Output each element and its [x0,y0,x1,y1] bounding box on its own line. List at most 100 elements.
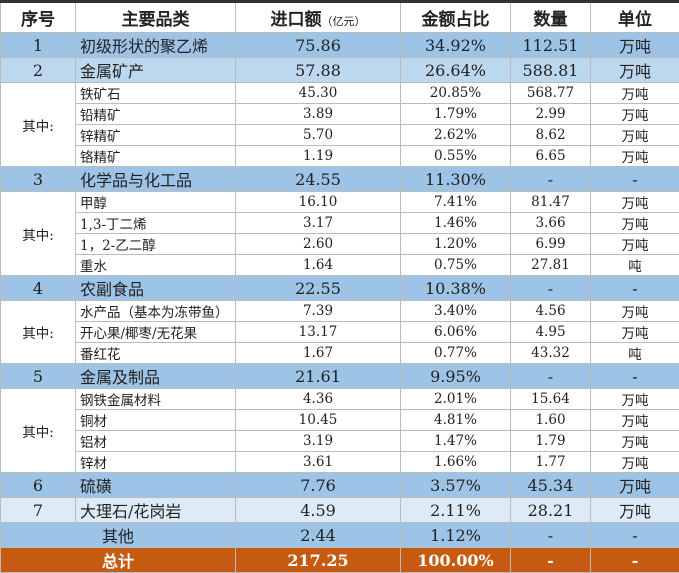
unit: - [591,276,679,301]
import-amount: 75.86 [236,33,401,58]
quantity: - [511,548,591,573]
unit: 万吨 [591,452,679,473]
amount-share: 3.40% [401,301,511,322]
amount-share: 1.47% [401,431,511,452]
unit: 万吨 [591,234,679,255]
header-unit: 单位 [591,2,679,33]
import-amount: 45.30 [236,83,401,104]
item-name: 水产品（基本为冻带鱼） [76,301,236,322]
group-label: 其中: [1,301,76,364]
group-label: 其中: [1,389,76,473]
import-amount: 24.55 [236,167,401,192]
quantity: - [511,276,591,301]
import-amount: 1.19 [236,146,401,167]
unit: 万吨 [591,410,679,431]
header-row: 序号 主要品类 进口额（亿元） 金额占比 数量 单位 [1,2,679,33]
item-name: 锌精矿 [76,125,236,146]
item-name: 番红花 [76,343,236,364]
amount-share: 3.57% [401,473,511,498]
import-amount: 21.61 [236,364,401,389]
quantity: 8.62 [511,125,591,146]
quantity: 6.99 [511,234,591,255]
unit: - [591,523,679,548]
quantity: 15.64 [511,389,591,410]
import-amount: 22.55 [236,276,401,301]
row-number: 5 [1,364,76,389]
group-label: 其中: [1,83,76,167]
import-amount: 217.25 [236,548,401,573]
quantity: 27.81 [511,255,591,276]
import-amount: 57.88 [236,58,401,83]
item-name: 1,3-丁二烯 [76,213,236,234]
unit: 万吨 [591,83,679,104]
import-amount: 2.44 [236,523,401,548]
import-amount: 4.59 [236,498,401,523]
quantity: 588.81 [511,58,591,83]
item-name: 金属及制品 [76,364,236,389]
quantity: 43.32 [511,343,591,364]
row-number: 4 [1,276,76,301]
amount-share: 1.12% [401,523,511,548]
quantity: 1.77 [511,452,591,473]
import-amount: 5.70 [236,125,401,146]
unit: - [591,548,679,573]
unit: 万吨 [591,389,679,410]
item-name: 初级形状的聚乙烯 [76,33,236,58]
item-name: 铜材 [76,410,236,431]
header-amount-unit: （亿元） [322,15,366,28]
amount-share: 0.75% [401,255,511,276]
unit: 吨 [591,255,679,276]
unit: 万吨 [591,192,679,213]
row-number: 1 [1,33,76,58]
quantity: 2.99 [511,104,591,125]
import-amount: 10.45 [236,410,401,431]
import-amount: 3.61 [236,452,401,473]
import-amount: 3.89 [236,104,401,125]
amount-share: 6.06% [401,322,511,343]
group-label: 其中: [1,192,76,276]
quantity: - [511,523,591,548]
quantity: 1.79 [511,431,591,452]
amount-share: 1.20% [401,234,511,255]
quantity: 3.66 [511,213,591,234]
import-amount: 2.60 [236,234,401,255]
header-no: 序号 [1,2,76,33]
item-name: 1，2-乙二醇 [76,234,236,255]
unit: 万吨 [591,104,679,125]
item-name: 铅精矿 [76,104,236,125]
amount-share: 2.11% [401,498,511,523]
amount-share: 10.38% [401,276,511,301]
quantity: - [511,167,591,192]
amount-share: 100.00% [401,548,511,573]
amount-share: 1.79% [401,104,511,125]
item-name: 钢铁金属材料 [76,389,236,410]
unit: - [591,167,679,192]
quantity: 45.34 [511,473,591,498]
unit: 吨 [591,343,679,364]
amount-share: 9.95% [401,364,511,389]
header-amount: 进口额（亿元） [236,2,401,33]
header-share: 金额占比 [401,2,511,33]
item-name: 金属矿产 [76,58,236,83]
item-name: 铝材 [76,431,236,452]
quantity: 81.47 [511,192,591,213]
import-amount: 7.76 [236,473,401,498]
import-amount: 1.67 [236,343,401,364]
quantity: 6.65 [511,146,591,167]
amount-share: 26.64% [401,58,511,83]
